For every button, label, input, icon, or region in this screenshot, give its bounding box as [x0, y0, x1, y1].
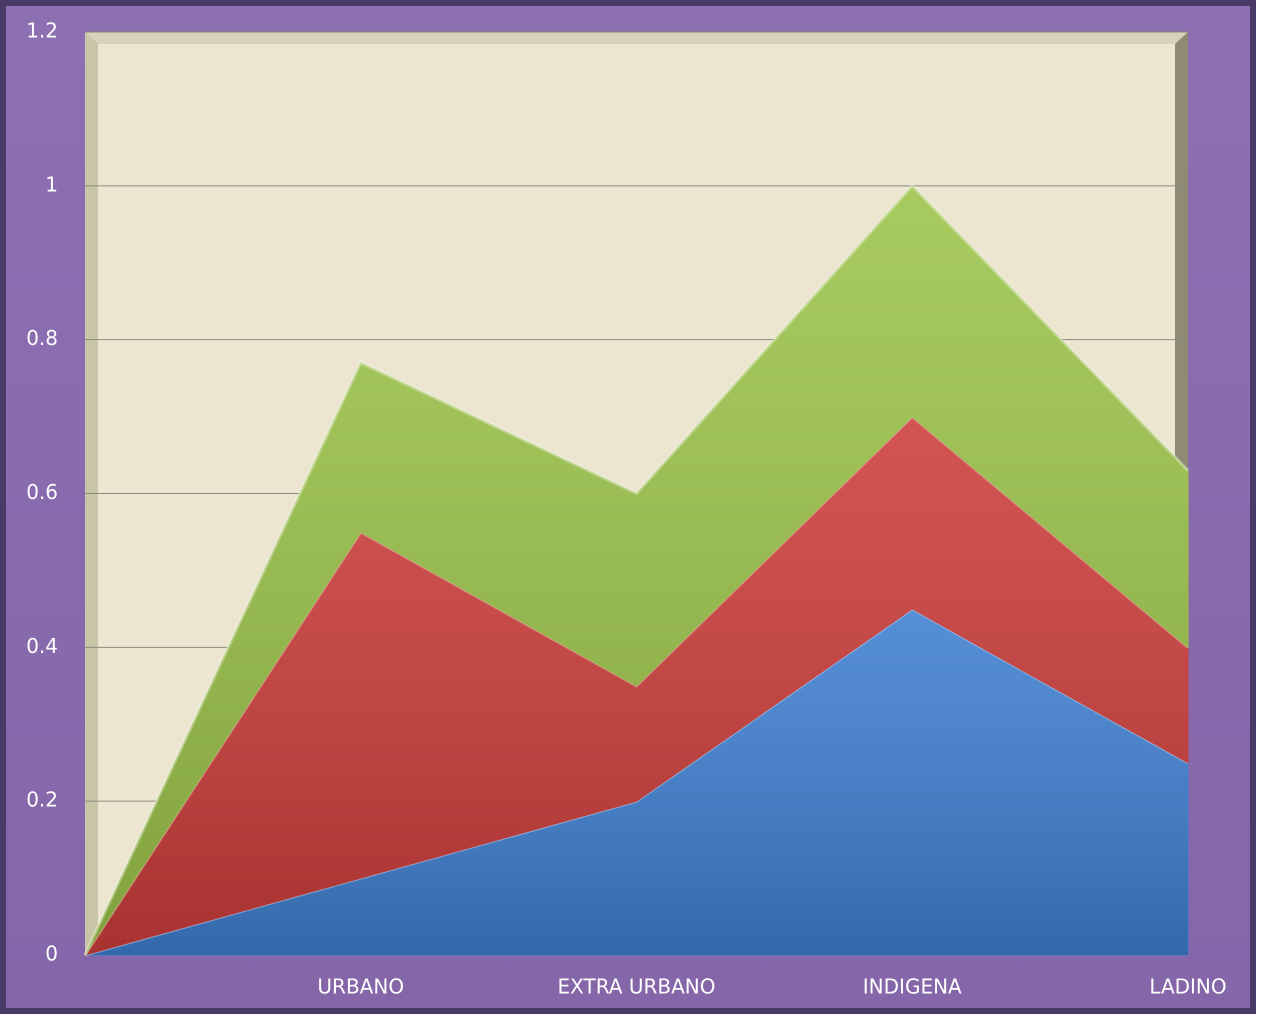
x-tick-label: INDIGENA: [863, 975, 962, 999]
top-wall: [85, 32, 1188, 44]
y-tick-label: 0: [45, 942, 58, 966]
area-shade: [85, 185, 1188, 956]
y-tick-label: 1.2: [26, 19, 58, 43]
x-tick-label: EXTRA URBANO: [558, 975, 716, 999]
x-tick-label: URBANO: [317, 975, 404, 999]
y-tick-label: 1: [45, 172, 58, 196]
area-edge: [83, 183, 1190, 956]
y-tick-label: 0.8: [26, 326, 58, 350]
area-shade: [85, 416, 1188, 955]
y-tick-label: 0.2: [26, 788, 58, 812]
y-tick-label: 0.4: [26, 634, 58, 658]
y-tick-label: 0.6: [26, 480, 58, 504]
area-shade: [85, 608, 1188, 955]
x-tick-label: LADINO: [1149, 975, 1226, 999]
